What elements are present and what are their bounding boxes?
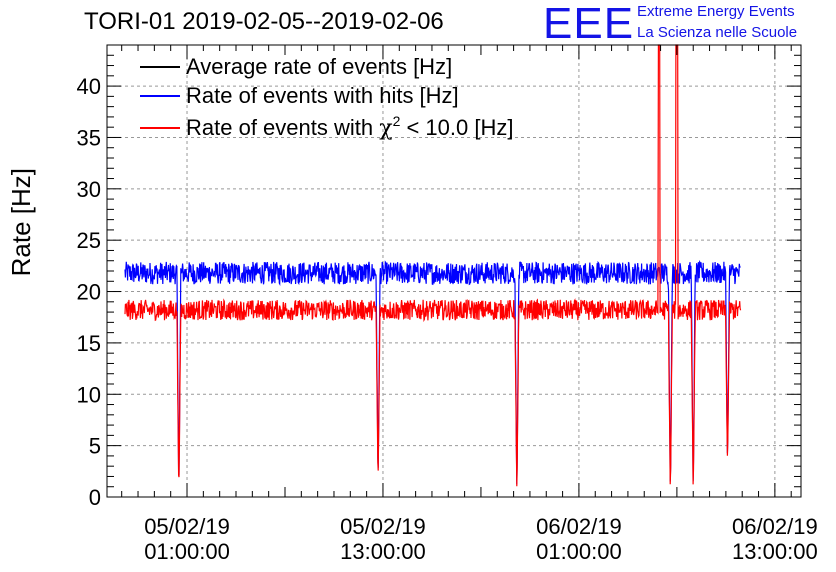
y-tick-label: 5 (89, 434, 101, 459)
eee-logo: EEE (543, 0, 635, 48)
x-tick-label-time: 13:00:00 (340, 539, 426, 564)
y-tick-label: 0 (89, 485, 101, 510)
x-tick-label-time: 01:00:00 (144, 539, 230, 564)
legend-chi-symbol: χ (379, 116, 392, 141)
logo-caption-line1: Extreme Energy Events (637, 3, 795, 20)
y-axis-label: Rate [Hz] (6, 168, 36, 277)
x-tick-label-date: 06/02/19 (536, 514, 622, 539)
legend-label-part: Rate of events with (186, 115, 379, 140)
legend-superscript: 2 (393, 113, 401, 129)
y-tick-label: 20 (77, 280, 101, 305)
x-tick-label-time: 01:00:00 (536, 539, 622, 564)
x-tick-label-date: 05/02/19 (144, 514, 230, 539)
legend-label: Average rate of events [Hz] (186, 54, 452, 79)
y-tick-label: 40 (77, 74, 101, 99)
y-axis-label-wrap: Rate [Hz] (6, 168, 36, 276)
grid-lines (107, 45, 801, 497)
y-tick-label: 15 (77, 331, 101, 356)
legend-label-part: < 10.0 [Hz] (400, 115, 513, 140)
series-line-hits (124, 260, 741, 485)
x-tick-label-time: 13:00:00 (732, 539, 818, 564)
logo-caption-line2: La Scienza nelle Scuole (637, 24, 798, 41)
series-group (124, 44, 742, 487)
chart-title: TORI-01 2019-02-05--2019-02-06 (84, 8, 444, 35)
axis-ticks: 051015202530354005/02/1901:00:0005/02/19… (77, 44, 818, 564)
y-tick-label: 30 (77, 177, 101, 202)
x-tick-label-date: 06/02/19 (732, 514, 818, 539)
legend-label: Rate of events with χ2 < 10.0 [Hz] (186, 113, 513, 141)
legend: Average rate of events [Hz] Rate of event… (140, 54, 513, 141)
x-tick-label-date: 05/02/19 (340, 514, 426, 539)
series-line-chi2 (124, 44, 742, 487)
legend-label: Rate of events with hits [Hz] (186, 83, 459, 108)
y-tick-label: 25 (77, 228, 101, 253)
y-tick-label: 10 (77, 382, 101, 407)
y-tick-label: 35 (77, 125, 101, 150)
